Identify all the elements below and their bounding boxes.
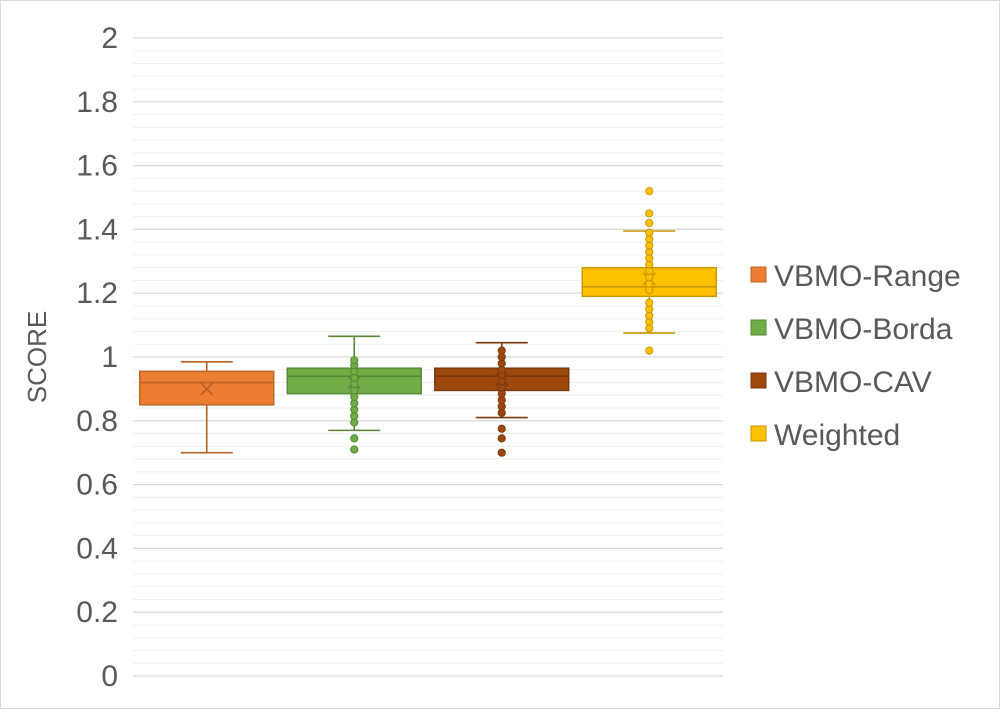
legend-item: VBMO-Range (750, 260, 961, 293)
box-vbmo-borda (286, 335, 422, 454)
legend-item: VBMO-CAV (750, 366, 932, 399)
outlier-point (497, 346, 506, 355)
y-tick-label: 0.6 (76, 469, 118, 502)
outlier-point (497, 448, 506, 457)
major-gridlines (133, 37, 723, 677)
outlier-point (645, 228, 654, 237)
box-series (139, 187, 717, 457)
y-axis-tick-labels: 0 0.2 0.4 0.6 0.8 1 1.2 1.4 1.6 1.8 2 (76, 22, 118, 693)
y-axis-label: SCORE (22, 311, 52, 403)
outlier-point (350, 434, 359, 443)
y-tick-label: 0 (101, 660, 118, 693)
legend-swatch (750, 425, 767, 442)
outlier-point (645, 218, 654, 228)
y-tick-label: 0.8 (76, 405, 118, 438)
outlier-point (497, 424, 506, 433)
y-tick-label: 1.8 (76, 86, 118, 119)
legend-item: VBMO-Borda (750, 313, 953, 346)
outlier-point (350, 445, 359, 454)
legend-swatch (750, 319, 767, 336)
box-vbmo-range (139, 360, 275, 454)
legend-label: VBMO-CAV (774, 366, 932, 399)
iqr-box (139, 370, 275, 406)
outlier-point (350, 356, 359, 365)
outlier-point (497, 434, 506, 443)
box-weighted (581, 187, 717, 355)
outlier-point (645, 209, 654, 218)
legend-label: Weighted (774, 419, 900, 452)
box-vbmo-cav (434, 341, 570, 457)
legend-swatch (750, 372, 767, 389)
legend-item: Weighted (750, 419, 900, 452)
legend: VBMO-Range VBMO-Borda VBMO-CAV Weighted (750, 260, 961, 452)
legend-label: VBMO-Borda (774, 313, 953, 346)
y-tick-label: 2 (101, 22, 118, 55)
legend-swatch (750, 266, 767, 283)
y-tick-label: 1.4 (76, 213, 118, 246)
mean-marker (200, 382, 214, 396)
outlier-point (645, 187, 654, 196)
y-tick-label: 0.4 (76, 532, 118, 565)
legend-label: VBMO-Range (774, 260, 961, 293)
y-tick-label: 0.2 (76, 596, 118, 629)
outlier-point (645, 298, 654, 307)
y-tick-label: 1.6 (76, 150, 118, 183)
y-tick-label: 1.2 (76, 277, 118, 310)
y-tick-label: 1 (101, 341, 118, 374)
outlier-point (645, 346, 654, 355)
